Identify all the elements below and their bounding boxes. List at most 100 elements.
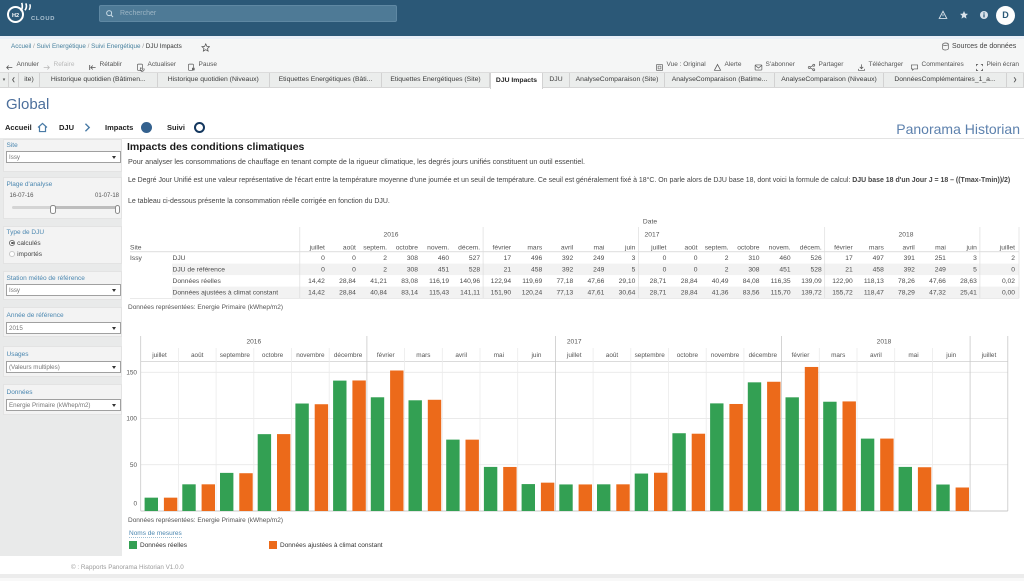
svg-text:14,42: 14,42 bbox=[308, 278, 325, 285]
svg-text:249: 249 bbox=[593, 255, 604, 262]
svg-text:451: 451 bbox=[438, 267, 449, 274]
svg-text:mars: mars bbox=[527, 245, 543, 252]
svg-text:novem.: novem. bbox=[769, 245, 791, 252]
svg-text:février: février bbox=[377, 352, 396, 359]
svg-text:août: août bbox=[191, 352, 204, 359]
svg-text:0,00: 0,00 bbox=[1002, 290, 1015, 297]
svg-text:5: 5 bbox=[632, 267, 636, 274]
svg-text:151,90: 151,90 bbox=[491, 290, 512, 297]
svg-text:47,66: 47,66 bbox=[929, 278, 946, 285]
svg-text:Issy: Issy bbox=[130, 255, 143, 262]
svg-text:155,72: 155,72 bbox=[832, 290, 853, 297]
svg-text:14,42: 14,42 bbox=[308, 290, 325, 297]
svg-text:251: 251 bbox=[935, 255, 946, 262]
svg-text:249: 249 bbox=[935, 267, 946, 274]
svg-text:141,11: 141,11 bbox=[460, 290, 480, 297]
svg-text:249: 249 bbox=[593, 267, 604, 274]
svg-text:122,94: 122,94 bbox=[491, 278, 512, 285]
svg-text:100: 100 bbox=[126, 416, 137, 423]
svg-text:120,24: 120,24 bbox=[522, 290, 543, 297]
svg-text:mai: mai bbox=[908, 352, 918, 359]
svg-text:28,84: 28,84 bbox=[681, 278, 698, 285]
svg-text:458: 458 bbox=[873, 267, 884, 274]
svg-text:février: février bbox=[834, 245, 853, 252]
svg-text:3: 3 bbox=[973, 255, 977, 262]
svg-text:77,13: 77,13 bbox=[556, 290, 573, 297]
svg-text:47,66: 47,66 bbox=[588, 278, 605, 285]
svg-text:150: 150 bbox=[126, 369, 137, 376]
svg-text:septembre: septembre bbox=[220, 352, 251, 359]
svg-text:41,21: 41,21 bbox=[370, 278, 387, 285]
svg-text:116,19: 116,19 bbox=[429, 278, 449, 285]
svg-text:mars: mars bbox=[416, 352, 430, 359]
svg-text:août: août bbox=[343, 245, 356, 252]
svg-text:0: 0 bbox=[663, 255, 667, 262]
svg-text:47,32: 47,32 bbox=[929, 290, 946, 297]
svg-text:308: 308 bbox=[748, 267, 759, 274]
svg-text:octobre: octobre bbox=[262, 352, 284, 359]
svg-text:juin: juin bbox=[965, 245, 977, 252]
svg-text:496: 496 bbox=[531, 255, 542, 262]
svg-text:83,08: 83,08 bbox=[401, 278, 418, 285]
svg-text:mai: mai bbox=[935, 245, 946, 252]
svg-text:30,64: 30,64 bbox=[619, 290, 636, 297]
svg-text:115,70: 115,70 bbox=[771, 290, 791, 297]
svg-text:août: août bbox=[606, 352, 619, 359]
svg-text:mai: mai bbox=[494, 352, 504, 359]
svg-text:0: 0 bbox=[352, 267, 356, 274]
svg-text:Site: Site bbox=[130, 245, 142, 252]
svg-text:139,09: 139,09 bbox=[801, 278, 822, 285]
svg-text:460: 460 bbox=[779, 255, 790, 262]
svg-text:septembre: septembre bbox=[635, 352, 666, 359]
svg-text:juillet: juillet bbox=[309, 245, 325, 252]
svg-text:83,14: 83,14 bbox=[401, 290, 418, 297]
svg-text:février: février bbox=[493, 245, 512, 252]
svg-text:28,84: 28,84 bbox=[681, 290, 698, 297]
svg-text:25,41: 25,41 bbox=[960, 290, 977, 297]
svg-text:février: février bbox=[792, 352, 811, 359]
svg-text:0: 0 bbox=[694, 267, 698, 274]
svg-text:122,90: 122,90 bbox=[832, 278, 853, 285]
svg-text:528: 528 bbox=[811, 267, 822, 274]
svg-text:DJU: DJU bbox=[173, 255, 186, 262]
svg-text:juillet: juillet bbox=[650, 245, 666, 252]
svg-text:21: 21 bbox=[845, 267, 853, 274]
svg-text:527: 527 bbox=[469, 255, 480, 262]
svg-text:28,84: 28,84 bbox=[339, 290, 356, 297]
svg-text:novembre: novembre bbox=[711, 352, 740, 359]
svg-text:21: 21 bbox=[504, 267, 512, 274]
svg-text:78,26: 78,26 bbox=[898, 278, 915, 285]
svg-text:28,71: 28,71 bbox=[650, 278, 667, 285]
svg-text:octobre: octobre bbox=[677, 352, 699, 359]
svg-text:décem.: décem. bbox=[458, 245, 480, 252]
svg-text:528: 528 bbox=[469, 267, 480, 274]
svg-text:septem.: septem. bbox=[705, 245, 729, 252]
svg-text:0: 0 bbox=[663, 267, 667, 274]
svg-text:308: 308 bbox=[407, 267, 418, 274]
svg-text:avril: avril bbox=[870, 352, 882, 359]
svg-text:2018: 2018 bbox=[899, 232, 914, 239]
svg-text:28,84: 28,84 bbox=[339, 278, 356, 285]
svg-text:novembre: novembre bbox=[296, 352, 325, 359]
svg-text:118,47: 118,47 bbox=[864, 290, 884, 297]
svg-text:116,35: 116,35 bbox=[771, 278, 791, 285]
svg-text:0: 0 bbox=[1011, 267, 1015, 274]
svg-text:septem.: septem. bbox=[363, 245, 387, 252]
svg-text:2017: 2017 bbox=[567, 339, 582, 346]
svg-text:Données réelles: Données réelles bbox=[173, 278, 222, 285]
svg-text:17: 17 bbox=[504, 255, 512, 262]
svg-text:0: 0 bbox=[321, 255, 325, 262]
svg-text:451: 451 bbox=[779, 267, 790, 274]
svg-text:avril: avril bbox=[903, 245, 916, 252]
svg-text:0: 0 bbox=[133, 501, 137, 508]
svg-text:0: 0 bbox=[321, 267, 325, 274]
svg-text:2: 2 bbox=[383, 267, 387, 274]
svg-text:juin: juin bbox=[624, 245, 636, 252]
svg-text:août: août bbox=[684, 245, 697, 252]
svg-text:2: 2 bbox=[383, 255, 387, 262]
svg-text:47,61: 47,61 bbox=[588, 290, 605, 297]
svg-text:29,10: 29,10 bbox=[619, 278, 636, 285]
svg-text:140,96: 140,96 bbox=[460, 278, 481, 285]
svg-text:Date: Date bbox=[643, 219, 657, 226]
svg-text:392: 392 bbox=[904, 267, 915, 274]
